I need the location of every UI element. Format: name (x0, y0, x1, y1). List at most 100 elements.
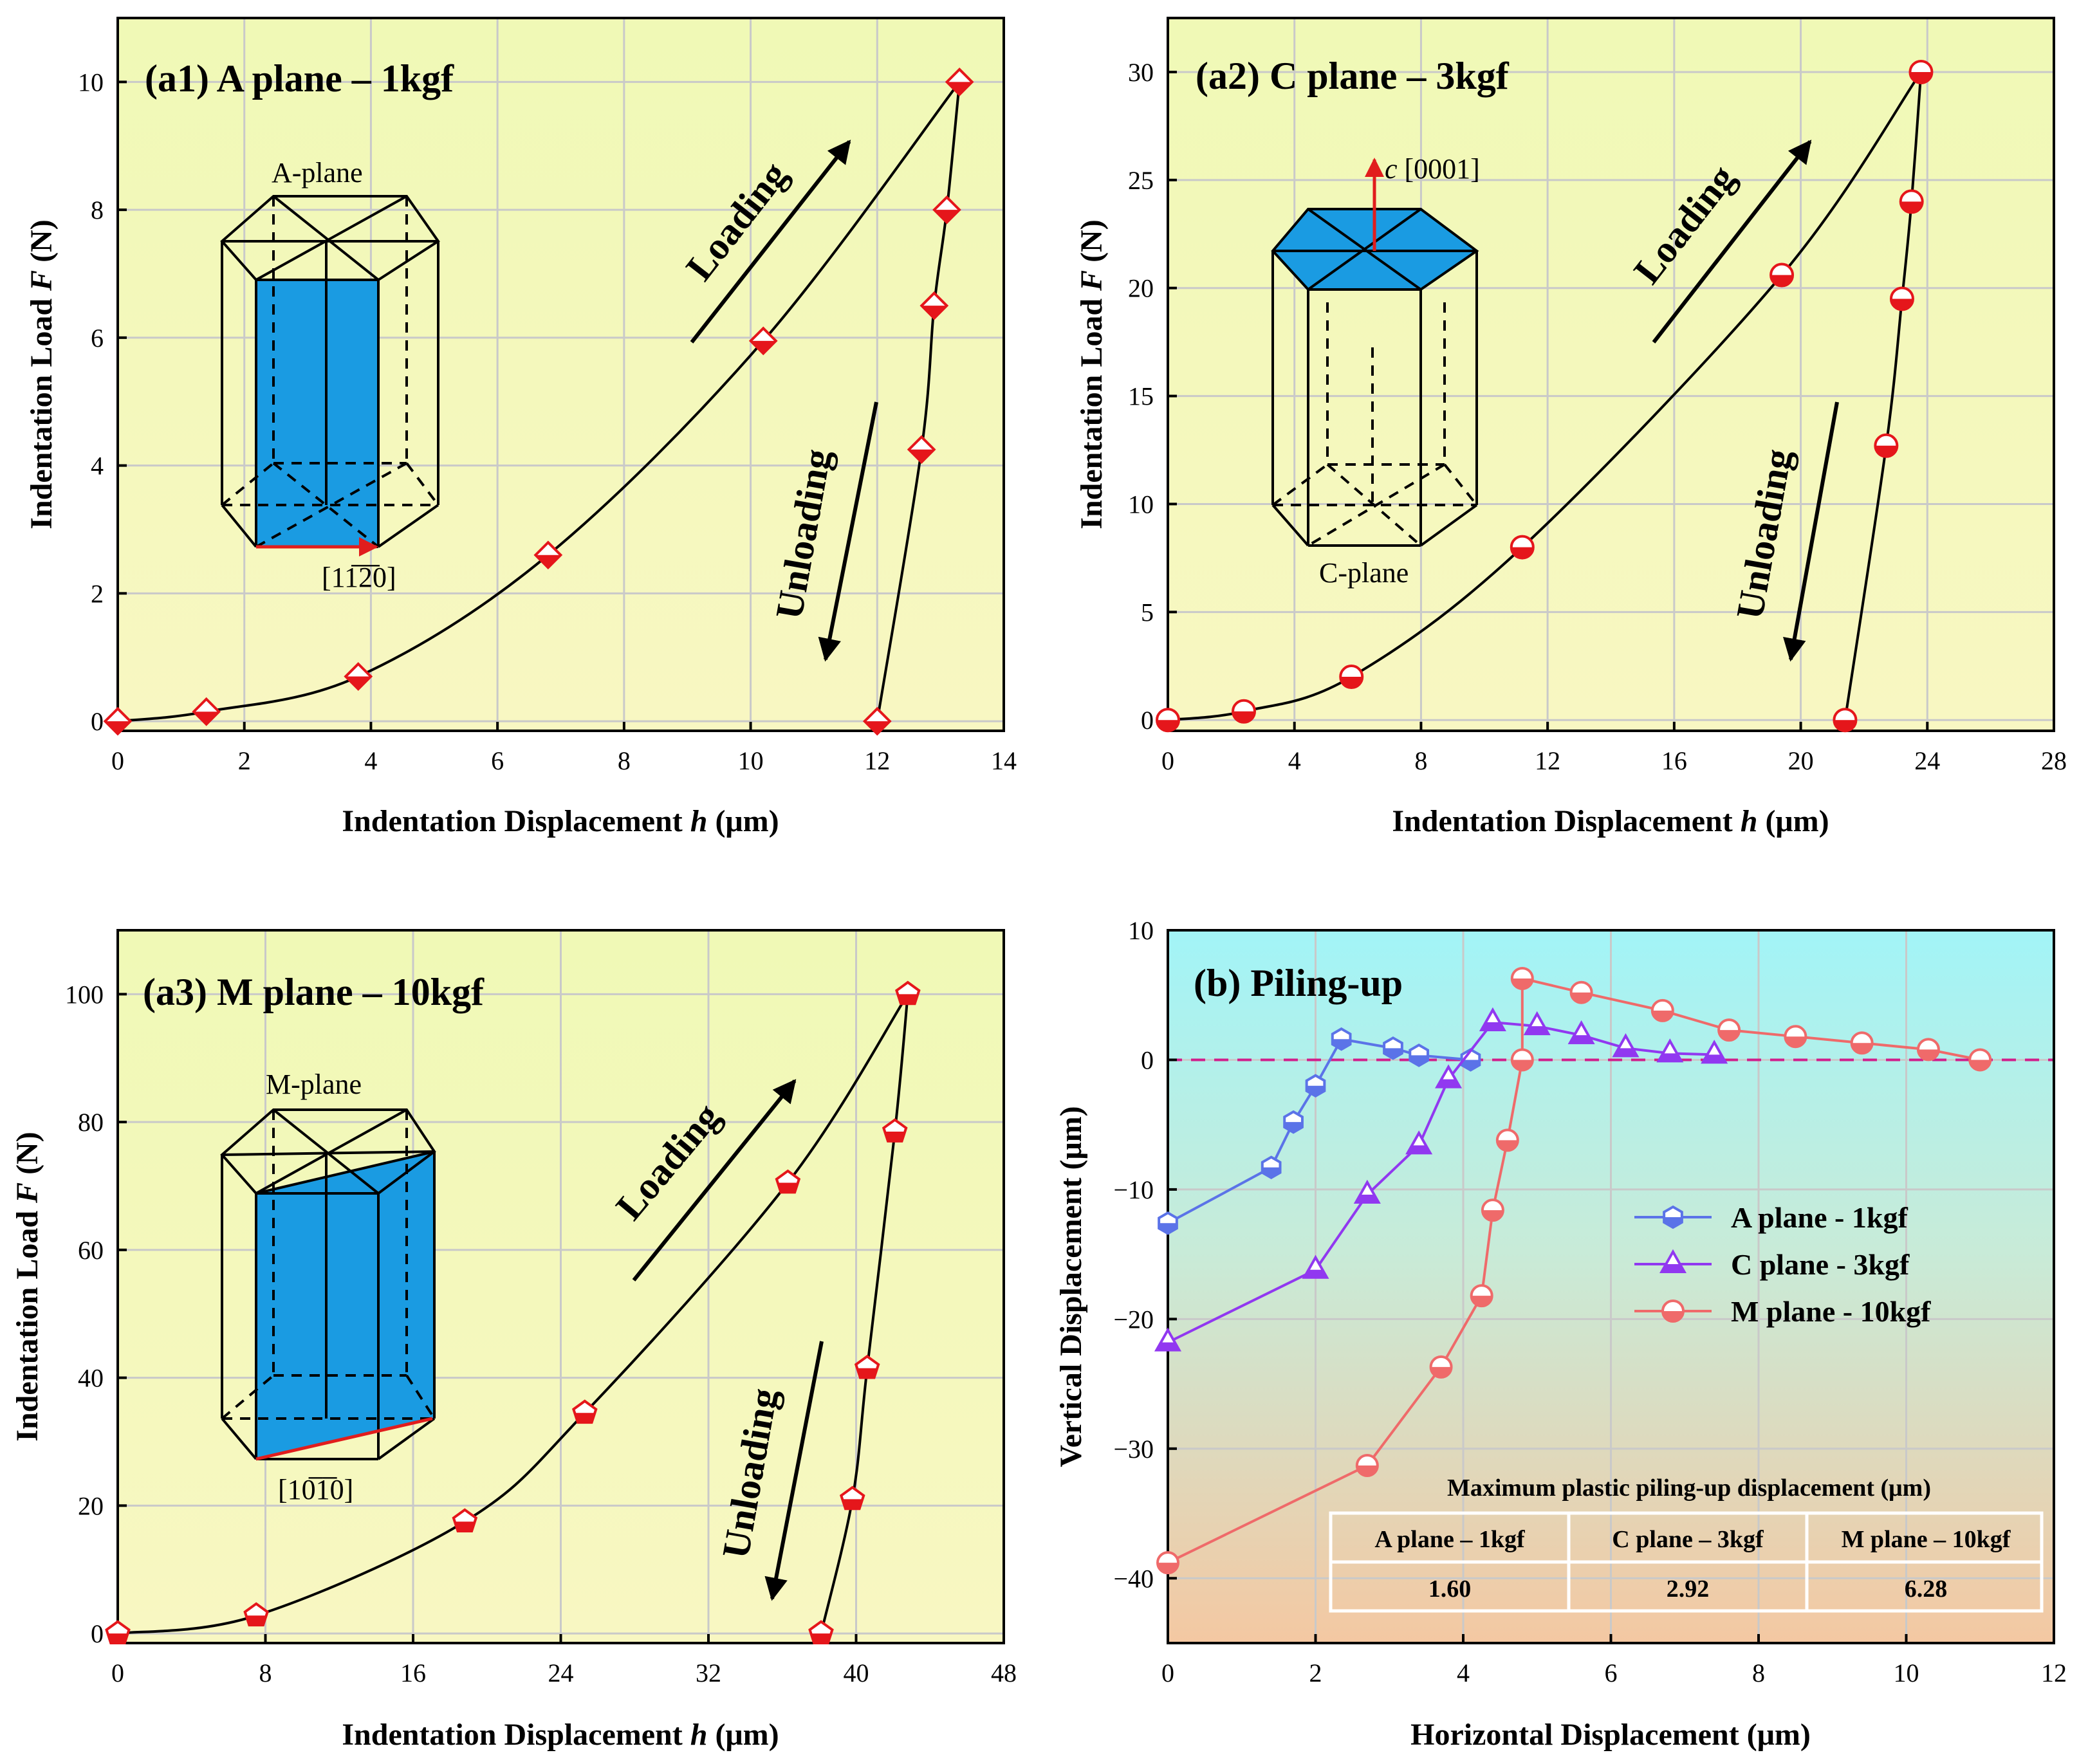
ytick-label-a1-0: 0 (91, 707, 104, 736)
series-2-point-13 (1916, 1038, 1940, 1061)
unloading-point-a2-3 (1874, 433, 1899, 458)
xtick-label-a3-0: 0 (111, 1658, 124, 1687)
inset-label-a3: M-plane (266, 1069, 362, 1100)
series-1-point-9 (1656, 1038, 1684, 1063)
crystal-inset-a2: c [0001] C-plane (1271, 153, 1480, 589)
xlabel-a3: Indentation Displacement h (μm) (342, 1718, 779, 1752)
loading-point-a2-0 (1156, 708, 1180, 733)
panel-a3: 0 8 16 24 32 40 48 0 20 40 60 80 100 (a3) M plane – … (10, 929, 1017, 1752)
loading-point-a1-5 (945, 67, 974, 96)
curve-b (1154, 966, 1992, 1575)
unloading-arrow-a2 (1783, 401, 1839, 662)
ytick-label-b-4: −30 (1113, 1435, 1154, 1464)
ytick-label-b-2: −10 (1113, 1175, 1154, 1204)
unloading-point-a3-2 (854, 1354, 880, 1379)
series-2-point-9 (1650, 998, 1674, 1022)
panel-b: 0 2 4 6 8 10 12 10 0 −10 −20 −30 −40 (b) Piling-up A… (1054, 916, 2067, 1752)
ylabel-a2: Indentation Load F (N) (1075, 219, 1109, 529)
loading-point-a1-4 (748, 326, 778, 356)
ytick-label-a2-3: 15 (1128, 382, 1154, 411)
ytick-label-a2-4: 20 (1128, 274, 1154, 303)
legend-label-c-plane: C plane - 3kgf (1731, 1248, 1910, 1281)
panel-title-a1: (a1) A plane – 1kgf (145, 57, 454, 100)
legend-label-m-plane: M plane - 10kgf (1731, 1295, 1931, 1328)
series-2-point-7 (1510, 966, 1534, 990)
xtick-label-b-2: 4 (1457, 1658, 1470, 1687)
series-0-point-4 (1331, 1027, 1352, 1051)
ytick-label-a2-5: 25 (1128, 166, 1154, 195)
loading-point-a3-2 (452, 1508, 478, 1533)
table-value-c-plane: 2.92 (1667, 1576, 1710, 1603)
inset-label-a1: A-plane (272, 157, 363, 188)
direction-arrow-a3 (255, 1417, 433, 1461)
ylabel-a1: Indentation Load F (N) (24, 219, 59, 529)
ytick-label-a1-2: 4 (91, 452, 104, 481)
ytick-label-a2-2: 10 (1128, 490, 1154, 519)
series-1-point-2 (1353, 1179, 1381, 1204)
ytick-label-b-3: −20 (1113, 1305, 1154, 1334)
plot-area-a2 (1168, 18, 2054, 731)
direction-label-a2: c [0001] (1385, 153, 1480, 185)
crystal-face-a3 (256, 1152, 434, 1459)
xtick-label-a2-0: 0 (1161, 746, 1174, 775)
ticks-a3: 0 8 16 24 32 40 48 0 20 40 60 80 100 (65, 980, 1017, 1687)
panel-a2: 0 4 8 12 16 20 24 28 0 5 10 15 20 25 30 (a2) C plane –… (1075, 17, 2067, 838)
xtick-label-a2-3: 12 (1535, 746, 1560, 775)
ticks-b: 0 2 4 6 8 10 12 10 0 −10 −20 −30 −40 (1113, 916, 2067, 1687)
ytick-label-a3-5: 100 (65, 980, 104, 1009)
frame-a2 (1167, 17, 2055, 732)
ytick-label-a3-0: 0 (91, 1619, 104, 1648)
unloading-point-a1-2 (919, 291, 949, 320)
series-0-point-6 (1409, 1043, 1430, 1067)
loading-point-a3-3 (571, 1399, 598, 1424)
ytick-label-b-0: 10 (1128, 916, 1154, 945)
series-0-point-1 (1261, 1155, 1282, 1179)
crystal-hidden-edges-a1 (221, 196, 439, 548)
series-2-point-4 (1481, 1199, 1504, 1222)
unloading-point-a1-4 (862, 706, 892, 736)
loading-point-a2-3 (1510, 535, 1535, 560)
series-2-point-8 (1569, 980, 1593, 1004)
loading-point-a2-4 (1769, 262, 1795, 288)
crystal-face-a1 (256, 280, 378, 547)
series-2-point-14 (1968, 1048, 1992, 1072)
series-2-point-10 (1717, 1018, 1741, 1042)
loading-point-a3-0 (105, 1620, 131, 1644)
piling-up-table: Maximum plastic piling-up displacement (… (1329, 1475, 2044, 1613)
ticks-a2: 0 4 8 12 16 20 24 28 0 5 10 15 20 25 30 (1128, 58, 2067, 775)
ytick-label-a1-1: 2 (91, 579, 104, 608)
legend-marker-0 (1663, 1205, 1683, 1229)
loading-point-a3-1 (243, 1602, 269, 1627)
loading-point-a2-2 (1339, 665, 1364, 690)
ylabel-a3: Indentation Load F (N) (10, 1132, 44, 1441)
plot-area-a1 (118, 18, 1004, 731)
xtick-label-a2-6: 24 (1914, 746, 1940, 775)
xtick-label-a3-5: 40 (844, 1658, 869, 1687)
xlabel-b: Horizontal Displacement (μm) (1410, 1718, 1811, 1752)
ylabel-b: Vertical Displacement (μm) (1054, 1106, 1088, 1467)
panel-a1: 0 2 4 6 8 10 12 14 0 2 4 6 8 10 (a1) A plane – 1kgf A… (24, 17, 1017, 838)
xtick-label-a3-6: 48 (991, 1658, 1017, 1687)
ytick-label-a2-6: 30 (1128, 58, 1154, 87)
crystal-inset-a1: A-plane (220, 157, 440, 593)
series-1-point-4 (1435, 1064, 1463, 1089)
loading-point-a1-3 (533, 540, 563, 570)
ytick-label-a2-0: 0 (1141, 706, 1154, 735)
xtick-label-a3-2: 16 (400, 1658, 426, 1687)
curve-a2 (1156, 59, 1934, 733)
direction-label-a3: [10̅1̅0] (278, 1474, 353, 1505)
curve-a3 (105, 980, 921, 1644)
table-title: Maximum plastic piling-up displacement (… (1447, 1475, 1931, 1502)
loading-arrow-a2 (1652, 140, 1812, 344)
unloading-point-a3-3 (839, 1485, 865, 1511)
series-0-point-7 (1460, 1048, 1481, 1072)
table-value-m-plane: 6.28 (1905, 1576, 1948, 1603)
unloading-point-a1-1 (932, 195, 961, 225)
xtick-label-b-4: 8 (1752, 1658, 1765, 1687)
xtick-label-a1-2: 4 (364, 746, 377, 775)
xtick-label-a2-5: 20 (1788, 746, 1814, 775)
grid-a1 (118, 18, 1004, 731)
series-0-point-2 (1283, 1110, 1304, 1134)
table-value-a-plane: 1.60 (1428, 1576, 1472, 1603)
loading-arrow-a1 (690, 140, 851, 344)
